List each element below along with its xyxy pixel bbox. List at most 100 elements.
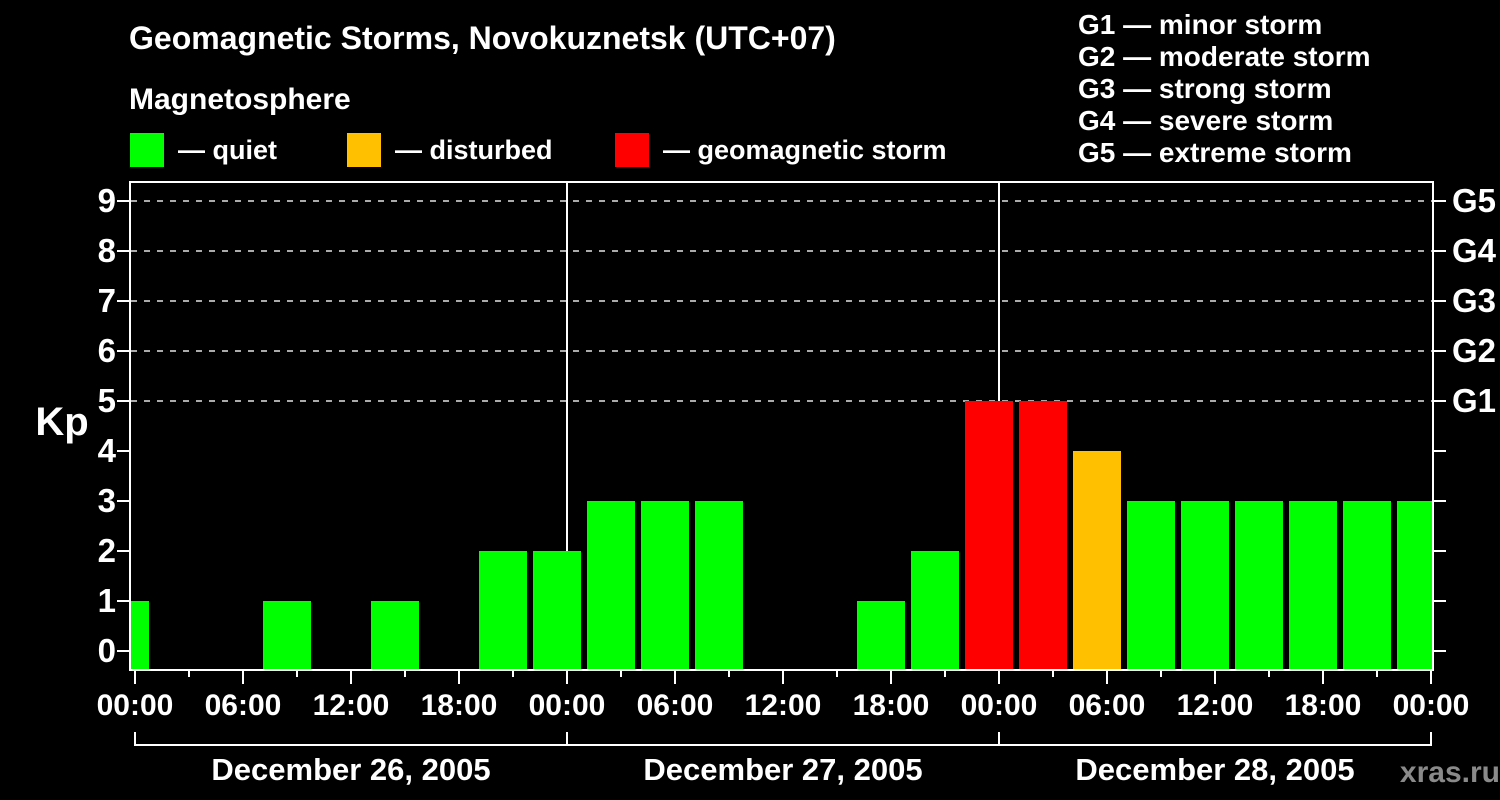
watermark: xras.ru (1399, 756, 1500, 789)
day-bracket-line (566, 744, 1000, 746)
g-tick (1432, 400, 1446, 402)
y-tick (117, 300, 131, 302)
kp-bar (1343, 501, 1391, 669)
legend-label-storm: — geomagnetic storm (663, 135, 947, 165)
g3-legend-line: G3 — strong storm (1078, 73, 1332, 104)
x-major-tick (134, 669, 136, 684)
y-tick (117, 500, 131, 502)
x-minor-tick (728, 669, 730, 677)
kp-bar (587, 501, 635, 669)
y-tick-label: 4 (97, 432, 116, 469)
grid-line-kp6 (131, 350, 1432, 352)
x-minor-tick (404, 669, 406, 677)
y-tick-label: 0 (97, 632, 116, 669)
legend-label-disturbed: — disturbed (395, 135, 553, 165)
plot-area (129, 181, 1434, 671)
kp-bar (857, 601, 905, 669)
x-tick-label: 18:00 (852, 689, 930, 722)
g-scale-label: G4 (1452, 232, 1497, 269)
x-minor-tick (1376, 669, 1378, 677)
g-scale-label: G1 (1452, 382, 1497, 419)
x-tick-label: 12:00 (744, 689, 822, 722)
date-label: December 28, 2005 (1075, 752, 1355, 787)
legend-swatch-storm (615, 133, 649, 167)
kp-bar (1019, 401, 1067, 669)
g4-legend-line: G4 — severe storm (1078, 105, 1334, 136)
x-tick-label: 00:00 (528, 689, 606, 722)
x-major-tick (890, 669, 892, 684)
chart-subtitle: Magnetosphere (129, 83, 351, 116)
kp-bar (533, 551, 581, 669)
y-tick (117, 600, 131, 602)
g5-legend-line: G5 — extreme storm (1078, 137, 1352, 168)
x-major-tick (1322, 669, 1324, 684)
grid-line-kp5 (131, 400, 1432, 402)
kp-bar (1397, 501, 1432, 669)
y-tick (117, 650, 131, 652)
x-tick-label: 12:00 (312, 689, 390, 722)
day-bracket-line (134, 744, 568, 746)
kp-bar (1073, 451, 1121, 669)
day-bracket-tick (566, 732, 568, 746)
g-tick (1432, 450, 1446, 452)
kp-bar (641, 501, 689, 669)
x-minor-tick (1268, 669, 1270, 677)
legend-swatch-quiet (130, 133, 164, 167)
x-minor-tick (1052, 669, 1054, 677)
x-major-tick (350, 669, 352, 684)
kp-bar (695, 501, 743, 669)
y-tick-label: 9 (97, 182, 116, 219)
kp-bar (263, 601, 311, 669)
g-tick (1432, 500, 1446, 502)
y-tick-label: 8 (97, 232, 116, 269)
g-tick (1432, 300, 1446, 302)
x-minor-tick (620, 669, 622, 677)
grid-line-kp8 (131, 250, 1432, 252)
day-bracket-line (998, 744, 1432, 746)
kp-bar (1235, 501, 1283, 669)
x-major-tick (674, 669, 676, 684)
legend-swatch-disturbed (347, 133, 381, 167)
x-minor-tick (512, 669, 514, 677)
x-major-tick (458, 669, 460, 684)
kp-bar (1181, 501, 1229, 669)
x-major-tick (1214, 669, 1216, 684)
x-minor-tick (944, 669, 946, 677)
x-tick-label: 18:00 (420, 689, 498, 722)
g-tick (1432, 350, 1446, 352)
x-tick-label: 00:00 (1392, 689, 1470, 722)
g-tick (1432, 200, 1446, 202)
g-scale-label: G2 (1452, 332, 1497, 369)
y-tick-label: 2 (97, 532, 116, 569)
x-tick-label: 18:00 (1284, 689, 1362, 722)
y-tick-label: 7 (97, 282, 116, 319)
kp-bar (1127, 501, 1175, 669)
x-major-tick (242, 669, 244, 684)
y-tick-label: 6 (97, 332, 116, 369)
x-major-tick (1430, 669, 1432, 684)
page-title: Geomagnetic Storms, Novokuznetsk (UTC+07… (129, 20, 836, 56)
g-scale-label: G5 (1452, 182, 1497, 219)
g2-legend-line: G2 — moderate storm (1078, 41, 1371, 72)
x-tick-label: 06:00 (636, 689, 714, 722)
day-bracket-tick (1430, 732, 1432, 746)
y-tick (117, 200, 131, 202)
x-major-tick (998, 669, 1000, 684)
grid-line-kp7 (131, 300, 1432, 302)
g1-legend-line: G1 — minor storm (1078, 9, 1323, 40)
g-tick (1432, 250, 1446, 252)
legend-label-quiet: — quiet (178, 135, 277, 165)
x-minor-tick (1160, 669, 1162, 677)
date-label: December 27, 2005 (643, 752, 923, 787)
y-tick-label: 1 (97, 582, 116, 619)
g-tick (1432, 650, 1446, 652)
x-major-tick (782, 669, 784, 684)
y-axis-title: Kp (35, 400, 89, 444)
x-tick-label: 06:00 (204, 689, 282, 722)
x-tick-label: 00:00 (960, 689, 1038, 722)
g-scale-legend: G1 — minor storm G2 — moderate storm G3 … (1078, 9, 1371, 169)
kp-bar (965, 401, 1013, 669)
x-major-tick (566, 669, 568, 684)
x-minor-tick (188, 669, 190, 677)
